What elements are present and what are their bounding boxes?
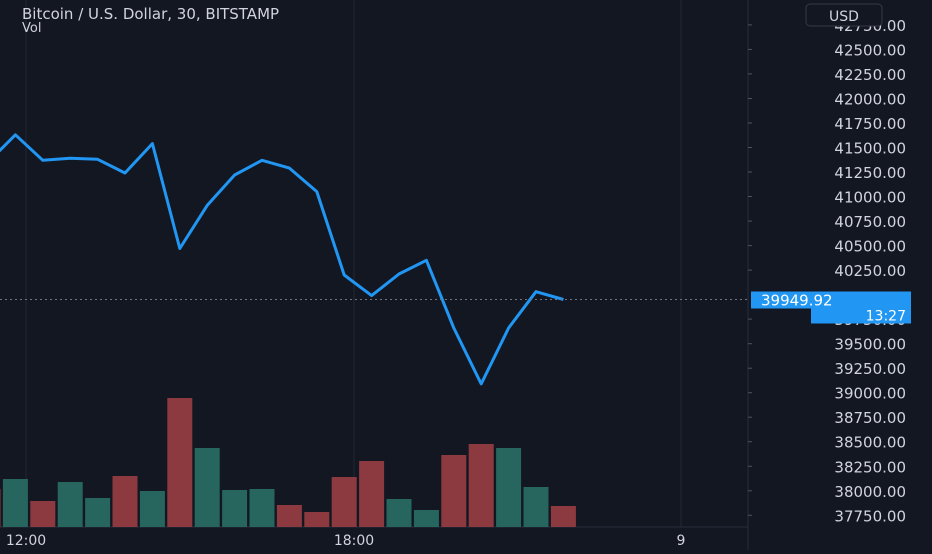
volume-bars <box>0 398 576 527</box>
volume-bar <box>441 455 467 527</box>
time-tick-label: 18:00 <box>334 533 374 549</box>
countdown-value: 13:27 <box>866 309 906 325</box>
price-badge-background <box>751 291 911 309</box>
price-tick-label: 41000.00 <box>834 189 906 207</box>
volume-bar <box>167 398 193 527</box>
price-tick-label: 41250.00 <box>834 164 906 182</box>
volume-bar <box>249 489 275 527</box>
price-tick-label: 39250.00 <box>834 360 906 378</box>
volume-bar <box>523 487 549 527</box>
grid <box>0 0 749 550</box>
volume-bar <box>496 448 522 527</box>
price-tick-label: 41500.00 <box>834 140 906 158</box>
volume-bar <box>112 476 138 527</box>
volume-bar <box>304 512 330 527</box>
currency-button[interactable]: USD <box>805 3 883 27</box>
volume-bar <box>139 491 165 527</box>
volume-bar <box>2 479 28 527</box>
volume-bar <box>413 510 439 527</box>
price-tick-label: 42250.00 <box>834 66 906 84</box>
volume-bar <box>276 505 302 527</box>
price-tick-label: 40500.00 <box>834 238 906 256</box>
price-tick-label: 42500.00 <box>834 41 906 59</box>
price-tick-label: 40250.00 <box>834 262 906 280</box>
price-tick-label: 40750.00 <box>834 213 906 231</box>
current-price-badge: 39949.92 13:27 <box>751 291 911 325</box>
price-tick-label: 39500.00 <box>834 336 906 354</box>
price-tick-label: 38750.00 <box>834 409 906 427</box>
volume-bar <box>468 444 494 527</box>
price-tick-label: 41750.00 <box>834 115 906 133</box>
price-tick-label: 38500.00 <box>834 434 906 452</box>
volume-bar <box>222 490 248 527</box>
currency-button-label[interactable]: USD <box>829 9 859 25</box>
time-tick-label: 12:00 <box>6 533 46 549</box>
volume-bar <box>550 506 576 527</box>
volume-bar <box>30 501 56 527</box>
currency-button-frame[interactable] <box>805 3 883 27</box>
price-tick-label: 39000.00 <box>834 385 906 403</box>
price-tick-label: 38250.00 <box>834 458 906 476</box>
volume-bar <box>359 461 385 527</box>
volume-bar <box>57 482 83 527</box>
countdown-background <box>811 308 911 324</box>
volume-bar <box>0 489 1 527</box>
price-tick-label: 37750.00 <box>834 507 906 525</box>
volume-bar <box>386 499 412 527</box>
time-tick-label: 9 <box>677 533 686 549</box>
current-price-value: 39949.92 <box>761 292 833 310</box>
volume-bar <box>194 448 220 527</box>
price-series-line <box>0 133 564 386</box>
volume-bar <box>85 498 111 527</box>
volume-indicator-label: Vol <box>22 21 41 36</box>
price-tick-label: 38000.00 <box>834 483 906 501</box>
price-tick-label: 42000.00 <box>834 91 906 109</box>
price-line-layer <box>0 133 564 386</box>
symbol-title: Bitcoin / U.S. Dollar, 30, BITSTAMP <box>22 5 279 23</box>
volume-bar <box>331 477 357 527</box>
time-axis[interactable]: 12:00 18:00 9 <box>6 533 686 549</box>
